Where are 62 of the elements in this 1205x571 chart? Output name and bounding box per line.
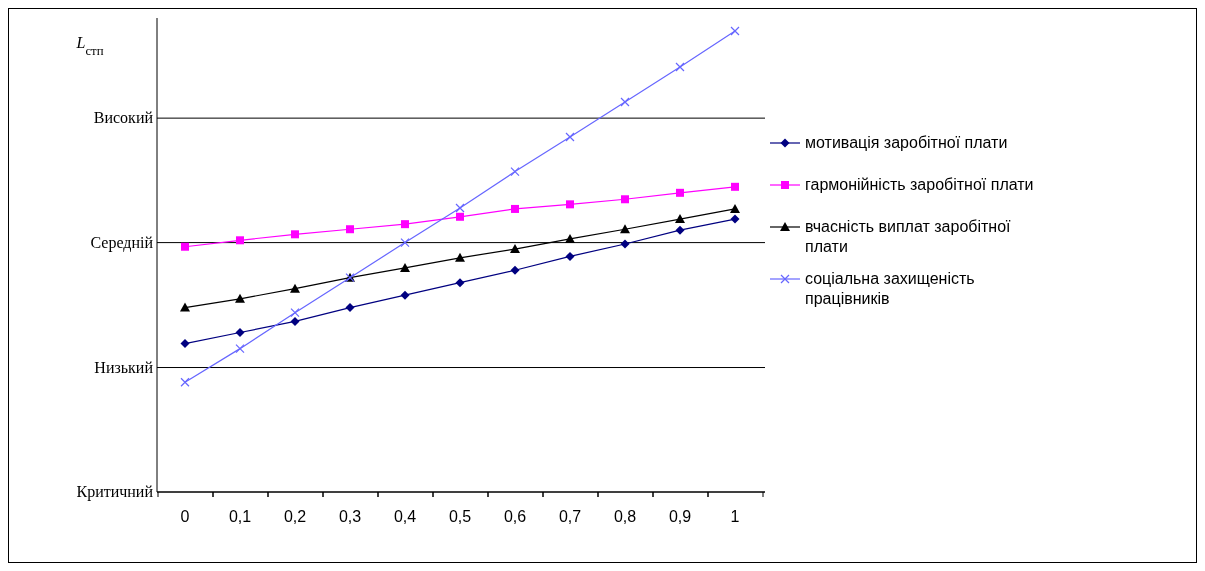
x-tick-label: 0,1 [228,508,252,525]
x-tick-label: 0,7 [558,508,582,525]
point [400,290,410,300]
point [235,344,245,354]
point [510,167,520,177]
legend-label: соціальна захищеність працівників [805,270,975,307]
ref-line-label: Низький [94,358,154,376]
legend-label: мотивація заробітної плати [805,134,1008,151]
point [731,182,739,191]
x-tick-label: 0,8 [613,508,637,525]
point [620,224,630,234]
point [455,203,465,213]
point [566,200,574,209]
point [620,239,630,249]
x-tick-label: 1 [730,508,740,525]
legend-label: вчасність виплат заробітної плати [805,218,1012,255]
ref-line-label: Середній [90,233,154,252]
x-tick-label: 0,4 [393,508,417,525]
point [401,220,409,229]
point [510,244,520,254]
point [456,212,464,221]
y-axis-title: L$_{стп}$ [75,34,104,58]
point [565,251,575,261]
point [565,132,575,142]
point [675,225,685,235]
point [400,238,410,248]
point [730,214,740,224]
point [511,204,519,213]
x-tick-label: 0,9 [668,508,692,525]
point [676,188,684,197]
point [180,339,190,349]
point [565,233,575,243]
point [180,377,190,387]
point [235,293,245,303]
point [620,97,630,107]
x-tick-label: 0,6 [503,508,527,525]
point [400,262,410,272]
point [730,26,740,36]
point [236,236,244,245]
point [730,203,740,213]
point [345,303,355,313]
point [290,283,300,293]
point [510,265,520,275]
point [180,302,190,312]
point [346,225,354,234]
point [291,230,299,239]
x-tick-label: 0,5 [448,508,472,525]
point [675,214,685,224]
legend-label: гармонійність заробітної плати [805,176,1034,193]
point [455,252,465,262]
x-tick-label: 0,2 [283,508,307,525]
point [675,62,685,72]
point [621,195,629,204]
point [290,316,300,326]
point [181,242,189,251]
x-tick-label: 0,3 [338,508,362,525]
point [235,327,245,337]
point [290,308,300,318]
point [455,278,465,288]
x-tick-label: 0 [180,508,190,525]
ref-line-label: Високий [93,109,154,127]
ref-line-label: Критичний [76,483,154,501]
